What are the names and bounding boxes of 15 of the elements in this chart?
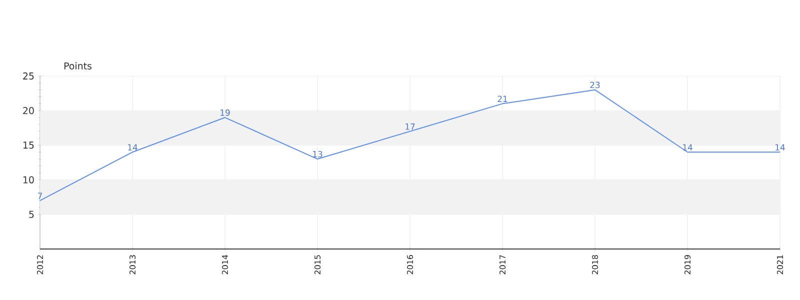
data-label: 23 — [590, 82, 600, 88]
data-label: 14 — [776, 144, 785, 150]
data-label: 7 — [38, 192, 42, 199]
y-tick-label: 20 — [23, 107, 34, 114]
data-label: 17 — [406, 123, 415, 130]
data-label: 19 — [220, 109, 230, 116]
data-label: 14 — [128, 144, 138, 150]
data-label: 14 — [683, 144, 692, 150]
data-label: 13 — [313, 150, 322, 158]
data-label: 21 — [498, 96, 508, 102]
y-axis-title: Points — [64, 62, 92, 70]
y-tick-label: 25 — [23, 72, 34, 80]
y-tick-label: 15 — [23, 142, 34, 149]
y-tick-label: 10 — [23, 176, 34, 184]
y-tick-label: 5 — [29, 210, 34, 218]
